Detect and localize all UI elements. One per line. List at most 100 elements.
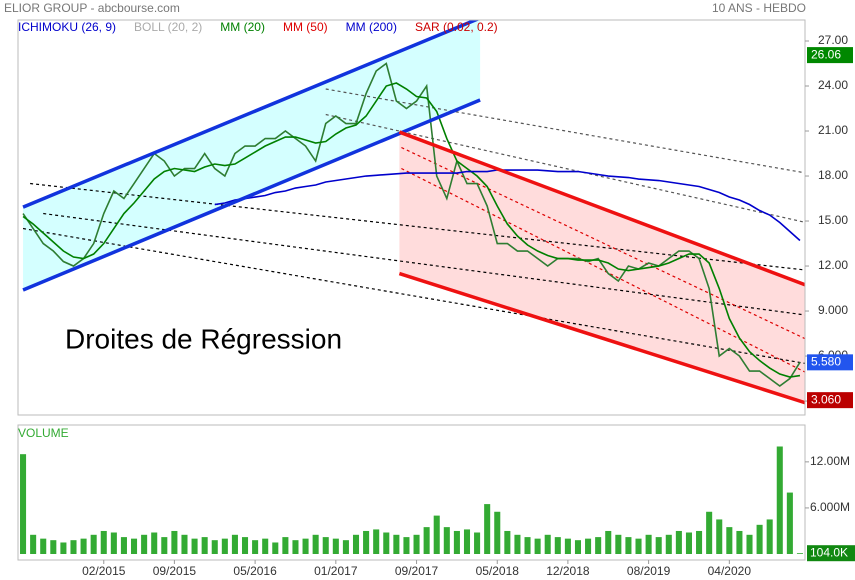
volume-bar	[141, 534, 148, 554]
volume-bar	[393, 534, 400, 554]
legend-entry: MM (20)	[220, 20, 265, 34]
volume-bar	[312, 534, 319, 554]
trend-line	[401, 146, 805, 340]
channel-line	[22, 98, 481, 292]
x-tick-label: 09/2015	[153, 564, 197, 578]
price-label: 3.060	[811, 392, 841, 406]
x-tick-label: 02/2015	[82, 564, 126, 578]
y-tick-label: 9.000	[818, 303, 848, 317]
volume-bar	[70, 540, 77, 554]
y-tick-label: 15.00	[818, 213, 848, 227]
volume-bar	[403, 537, 410, 554]
volume-bar	[100, 530, 107, 554]
series-line	[22, 62, 801, 388]
x-tick-label: 05/2016	[233, 564, 277, 578]
volume-bar	[252, 540, 259, 554]
volume-bar	[786, 492, 793, 554]
channel-line	[398, 130, 805, 287]
volume-bar	[80, 538, 87, 554]
volume-bar	[474, 532, 481, 554]
trend-line	[325, 113, 805, 223]
volume-bar	[50, 540, 57, 554]
price-frame	[17, 19, 806, 416]
price-label-box	[807, 354, 853, 371]
volume-bar	[352, 534, 360, 554]
volume-bar	[463, 529, 471, 554]
trend-line	[22, 227, 805, 364]
volume-bar	[585, 538, 592, 554]
volume-bar	[696, 530, 703, 554]
header-period: 10 ANS - HEBDO	[712, 1, 806, 15]
legend-entry: MM (50)	[283, 20, 328, 34]
volume-bar	[605, 530, 612, 554]
y-tick-label: 12.00M	[810, 454, 850, 468]
trend-line	[30, 182, 805, 271]
channel-line	[22, 20, 480, 209]
volume-bar	[685, 532, 692, 554]
volume-bar	[564, 538, 571, 554]
header-title: ELIOR GROUP - abcbourse.com	[4, 1, 180, 15]
volume-bar	[211, 540, 218, 554]
volume-title: VOLUME	[18, 426, 69, 440]
y-tick-label: 18.00	[818, 168, 848, 182]
x-tick-label: 12/2018	[546, 564, 590, 578]
volume-bar	[635, 538, 642, 554]
volume-bar	[322, 537, 329, 554]
volume-bar	[716, 519, 723, 554]
volume-bar	[221, 538, 228, 554]
series-line	[214, 169, 801, 242]
legend-entry: ICHIMOKU (26, 9)	[18, 20, 116, 34]
volume-bar	[625, 537, 632, 554]
series-line	[22, 82, 801, 378]
volume-bar	[110, 532, 117, 554]
volume-bar	[453, 530, 460, 554]
x-tick-label: 01/2017	[314, 564, 358, 578]
x-tick-label: 05/2018	[476, 564, 520, 578]
price-label-box	[807, 47, 853, 64]
volume-bar	[443, 527, 450, 554]
y-tick-label: 24.00	[818, 78, 848, 92]
volume-bar	[171, 530, 178, 554]
y-tick-label: 6.000M	[810, 500, 850, 514]
volume-bar	[120, 537, 127, 554]
volume-bar	[413, 534, 420, 554]
volume-bar	[433, 515, 440, 554]
volume-bar	[342, 540, 349, 554]
volume-bar	[30, 534, 37, 554]
volume-bar	[655, 537, 662, 554]
volume-bar	[544, 534, 551, 554]
legend-entry: MM (200)	[346, 20, 397, 34]
volume-bar	[231, 534, 238, 554]
price-label-box	[807, 392, 853, 409]
volume-bar	[574, 540, 582, 554]
volume-bar	[706, 511, 713, 554]
volume-label: 104.0K	[810, 545, 848, 559]
volume-bar	[756, 524, 763, 554]
volume-bar	[524, 537, 531, 554]
volume-bar	[514, 534, 521, 554]
volume-bar	[40, 538, 47, 554]
volume-bar	[241, 537, 249, 554]
volume-bar	[191, 538, 198, 554]
volume-bar	[776, 446, 783, 554]
channel-line	[398, 271, 805, 405]
volume-bar	[484, 504, 491, 554]
volume-bar	[595, 537, 602, 554]
volume-bar	[181, 534, 188, 554]
legend-entry: SAR (0.02, 0.2)	[415, 20, 498, 34]
x-tick-label: 04/2020	[708, 564, 752, 578]
legend-entry: BOLL (20, 2)	[134, 20, 202, 34]
volume-bar	[665, 534, 672, 554]
volume-bar	[90, 534, 97, 554]
volume-bar	[201, 537, 208, 554]
volume-bar	[645, 534, 652, 554]
volume-label-box	[807, 545, 855, 562]
volume-bar	[60, 542, 67, 554]
volume-bar	[726, 527, 733, 554]
x-tick-label: 09/2017	[395, 564, 439, 578]
volume-bar	[746, 534, 753, 554]
volume-bar	[151, 532, 158, 554]
volume-bar	[373, 529, 380, 554]
volume-bar	[292, 540, 299, 554]
